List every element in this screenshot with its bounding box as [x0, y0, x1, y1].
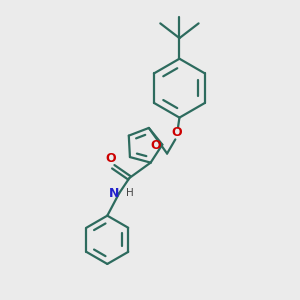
- Text: H: H: [126, 188, 134, 198]
- Text: O: O: [171, 126, 182, 140]
- Text: O: O: [106, 152, 116, 165]
- Text: O: O: [150, 139, 161, 152]
- Text: N: N: [109, 187, 119, 200]
